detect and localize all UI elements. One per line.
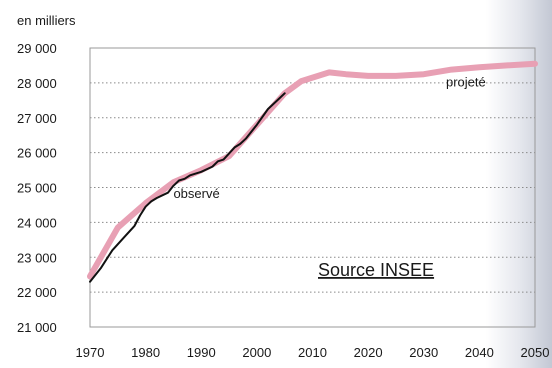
x-tick-label: 2030 xyxy=(409,345,438,360)
x-tick-label: 1990 xyxy=(187,345,216,360)
y-tick-label: 23 000 xyxy=(17,250,57,265)
y-tick-label: 27 000 xyxy=(17,111,57,126)
y-axis-unit-label: en milliers xyxy=(17,13,76,28)
annotation-label: observé xyxy=(173,186,219,201)
annotations: projeté observé xyxy=(173,74,485,201)
y-tick-label: 24 000 xyxy=(17,215,57,230)
x-tick-label: 1970 xyxy=(76,345,105,360)
y-tick-label: 28 000 xyxy=(17,76,57,91)
y-tick-label: 29 000 xyxy=(17,41,57,56)
x-tick-label: 2010 xyxy=(298,345,327,360)
y-tick-label: 22 000 xyxy=(17,285,57,300)
gridlines xyxy=(90,82,535,293)
x-tick-label: 2020 xyxy=(354,345,383,360)
x-tick-label: 2050 xyxy=(521,345,550,360)
series-layer xyxy=(87,60,538,283)
y-tick-label: 25 000 xyxy=(17,181,57,196)
source-note: Source INSEE xyxy=(318,260,434,280)
x-axis-tick-labels: 1970 1980 1990 2000 2010 2020 2030 2040 2050 xyxy=(76,345,550,360)
x-tick-label: 2000 xyxy=(242,345,271,360)
plot-area-frame xyxy=(89,47,536,328)
series-line-projete xyxy=(87,60,538,280)
annotation-label: projeté xyxy=(446,74,486,89)
y-tick-label: 26 000 xyxy=(17,146,57,161)
x-tick-label: 1980 xyxy=(131,345,160,360)
x-tick-label: 2040 xyxy=(465,345,494,360)
y-axis-tick-labels: 21 000 22 000 23 000 24 000 25 000 26 000 27 0… xyxy=(17,41,57,335)
y-tick-label: 21 000 xyxy=(17,320,57,335)
series-line-observe xyxy=(89,92,286,283)
